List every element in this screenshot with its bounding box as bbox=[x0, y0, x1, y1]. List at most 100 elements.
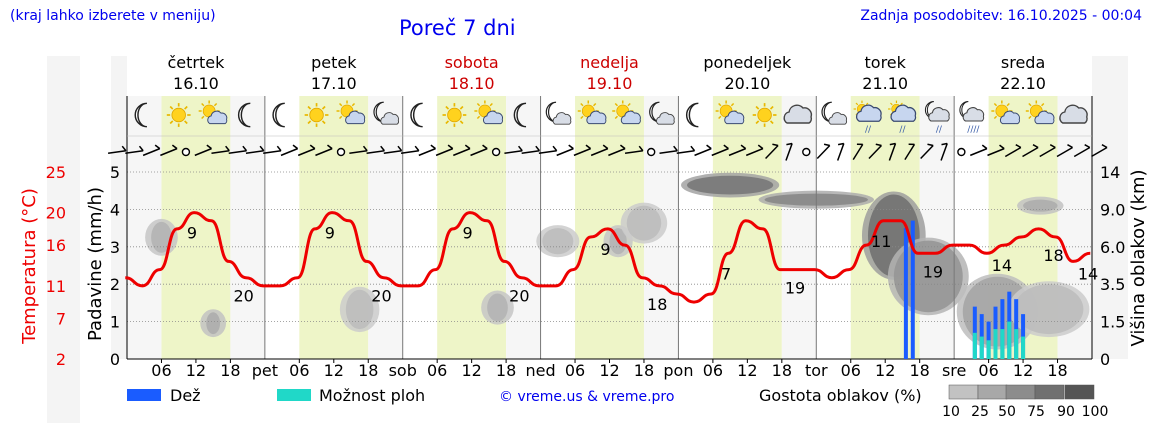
day-name: nedelja bbox=[580, 53, 639, 72]
cloud-core bbox=[487, 293, 508, 322]
wind-barb bbox=[987, 144, 1005, 157]
wind-barb bbox=[745, 144, 764, 157]
rain-drops-icon: // bbox=[865, 125, 872, 135]
x-tick-day: ned bbox=[526, 361, 556, 380]
temperature-label: 18 bbox=[1043, 246, 1063, 265]
x-tick-hour: 18 bbox=[909, 361, 929, 380]
x-tick-hour: 06 bbox=[565, 361, 585, 380]
precip-tick: 4 bbox=[110, 200, 120, 219]
day-name: sreda bbox=[1001, 53, 1045, 72]
temperature-label: 18 bbox=[647, 295, 667, 314]
temp-tick: 25 bbox=[46, 163, 66, 182]
left-inner-strip bbox=[111, 56, 127, 359]
wind-barb bbox=[1022, 144, 1039, 158]
day-name: četrtek bbox=[167, 53, 225, 72]
right-strip bbox=[1092, 56, 1128, 359]
wind-barb bbox=[297, 144, 316, 157]
rain-drops-icon: //// bbox=[967, 125, 980, 135]
precip-axis-label: Padavine (mm/h) bbox=[85, 187, 106, 341]
wind-barb bbox=[228, 145, 248, 154]
wind-barb bbox=[852, 143, 864, 161]
wind-barb bbox=[245, 145, 265, 154]
wind-barb bbox=[888, 142, 897, 161]
density-swatch bbox=[948, 384, 979, 400]
x-tick-day: tor bbox=[805, 361, 828, 380]
cloud-axis-label: Višina oblakov (km) bbox=[1128, 169, 1149, 346]
temperature-label: 19 bbox=[785, 279, 805, 298]
cloud-height-tick: 3.5 bbox=[1100, 275, 1125, 294]
density-swatch bbox=[977, 384, 1008, 400]
cloud-height-tick: 1.5 bbox=[1100, 313, 1125, 332]
x-tick-hour: 12 bbox=[1013, 361, 1033, 380]
wind-barb bbox=[125, 145, 144, 154]
wind-barb bbox=[785, 142, 793, 161]
wind-calm bbox=[181, 147, 191, 157]
temperature-label: 7 bbox=[721, 264, 731, 283]
wind-barb bbox=[694, 144, 712, 157]
temperature-label: 9 bbox=[187, 224, 197, 243]
temp-tick: 20 bbox=[46, 204, 66, 223]
wind-barb bbox=[211, 145, 230, 154]
rain-bar bbox=[910, 220, 915, 359]
wind-barb bbox=[556, 144, 574, 157]
temperature-label: 14 bbox=[992, 256, 1012, 275]
wind-barb bbox=[1039, 144, 1056, 158]
shower-bar bbox=[1021, 336, 1026, 359]
wind-barb bbox=[624, 145, 644, 154]
wind-calm bbox=[957, 147, 966, 157]
day-date: 22.10 bbox=[1000, 74, 1046, 93]
x-tick-hour: 12 bbox=[461, 361, 481, 380]
temp-axis-label: Temperatura (°C) bbox=[19, 188, 40, 345]
wind-barb bbox=[765, 143, 779, 159]
day-name: ponedeljek bbox=[703, 53, 792, 72]
wind-barb bbox=[349, 145, 368, 154]
copyright-link[interactable]: © vreme.us & vreme.pro bbox=[499, 389, 674, 405]
day-date: 21.10 bbox=[862, 74, 908, 93]
precip-tick: 0 bbox=[110, 350, 120, 369]
cloud-core bbox=[206, 312, 221, 335]
temperature-label: 9 bbox=[325, 224, 335, 243]
density-swatch bbox=[1005, 384, 1036, 400]
wind-barb bbox=[504, 145, 523, 154]
x-tick-hour: 18 bbox=[1047, 361, 1067, 380]
cloud-core bbox=[151, 221, 172, 253]
x-tick-hour: 06 bbox=[151, 361, 171, 380]
wind-barb bbox=[453, 144, 471, 157]
cloud-height-tick: 0 bbox=[1100, 350, 1110, 369]
temperature-label: 11 bbox=[871, 232, 891, 251]
legend-rain-label: Dež bbox=[170, 386, 201, 405]
wind-barb bbox=[590, 144, 609, 157]
wind-calm bbox=[646, 147, 656, 157]
day-date: 17.10 bbox=[311, 74, 357, 93]
cloud-height-tick: 14 bbox=[1100, 163, 1120, 182]
evening-band bbox=[781, 96, 817, 359]
day-name: sobota bbox=[445, 53, 499, 72]
temperature-label: 20 bbox=[509, 287, 529, 306]
density-label: 25 bbox=[971, 404, 989, 420]
x-tick-hour: 18 bbox=[496, 361, 516, 380]
day-date: 20.10 bbox=[724, 74, 770, 93]
wind-barb bbox=[107, 145, 127, 154]
x-tick-day: sob bbox=[389, 361, 417, 380]
cloud-core bbox=[1023, 199, 1058, 212]
x-tick-hour: 06 bbox=[703, 361, 723, 380]
wind-barb bbox=[315, 144, 333, 157]
wind-barb bbox=[435, 144, 454, 157]
menu-note[interactable]: (kraj lahko izberete v meniju) bbox=[10, 8, 216, 24]
wind-barb bbox=[608, 144, 626, 157]
density-label: 100 bbox=[1082, 404, 1109, 420]
density-label: 50 bbox=[998, 404, 1016, 420]
temperature-label: 20 bbox=[371, 287, 391, 306]
precip-tick: 5 bbox=[110, 163, 120, 182]
wind-barb bbox=[160, 144, 178, 157]
wind-barb bbox=[538, 145, 558, 154]
shower-bar bbox=[1000, 329, 1005, 359]
day-date: 18.10 bbox=[449, 74, 495, 93]
wind-barb bbox=[521, 145, 541, 154]
evening-band bbox=[230, 96, 265, 359]
day-date: 19.10 bbox=[587, 74, 633, 93]
left-strip bbox=[47, 56, 80, 423]
temperature-line bbox=[125, 211, 1091, 304]
temp-tick: 2 bbox=[56, 350, 66, 369]
x-tick-hour: 06 bbox=[427, 361, 447, 380]
